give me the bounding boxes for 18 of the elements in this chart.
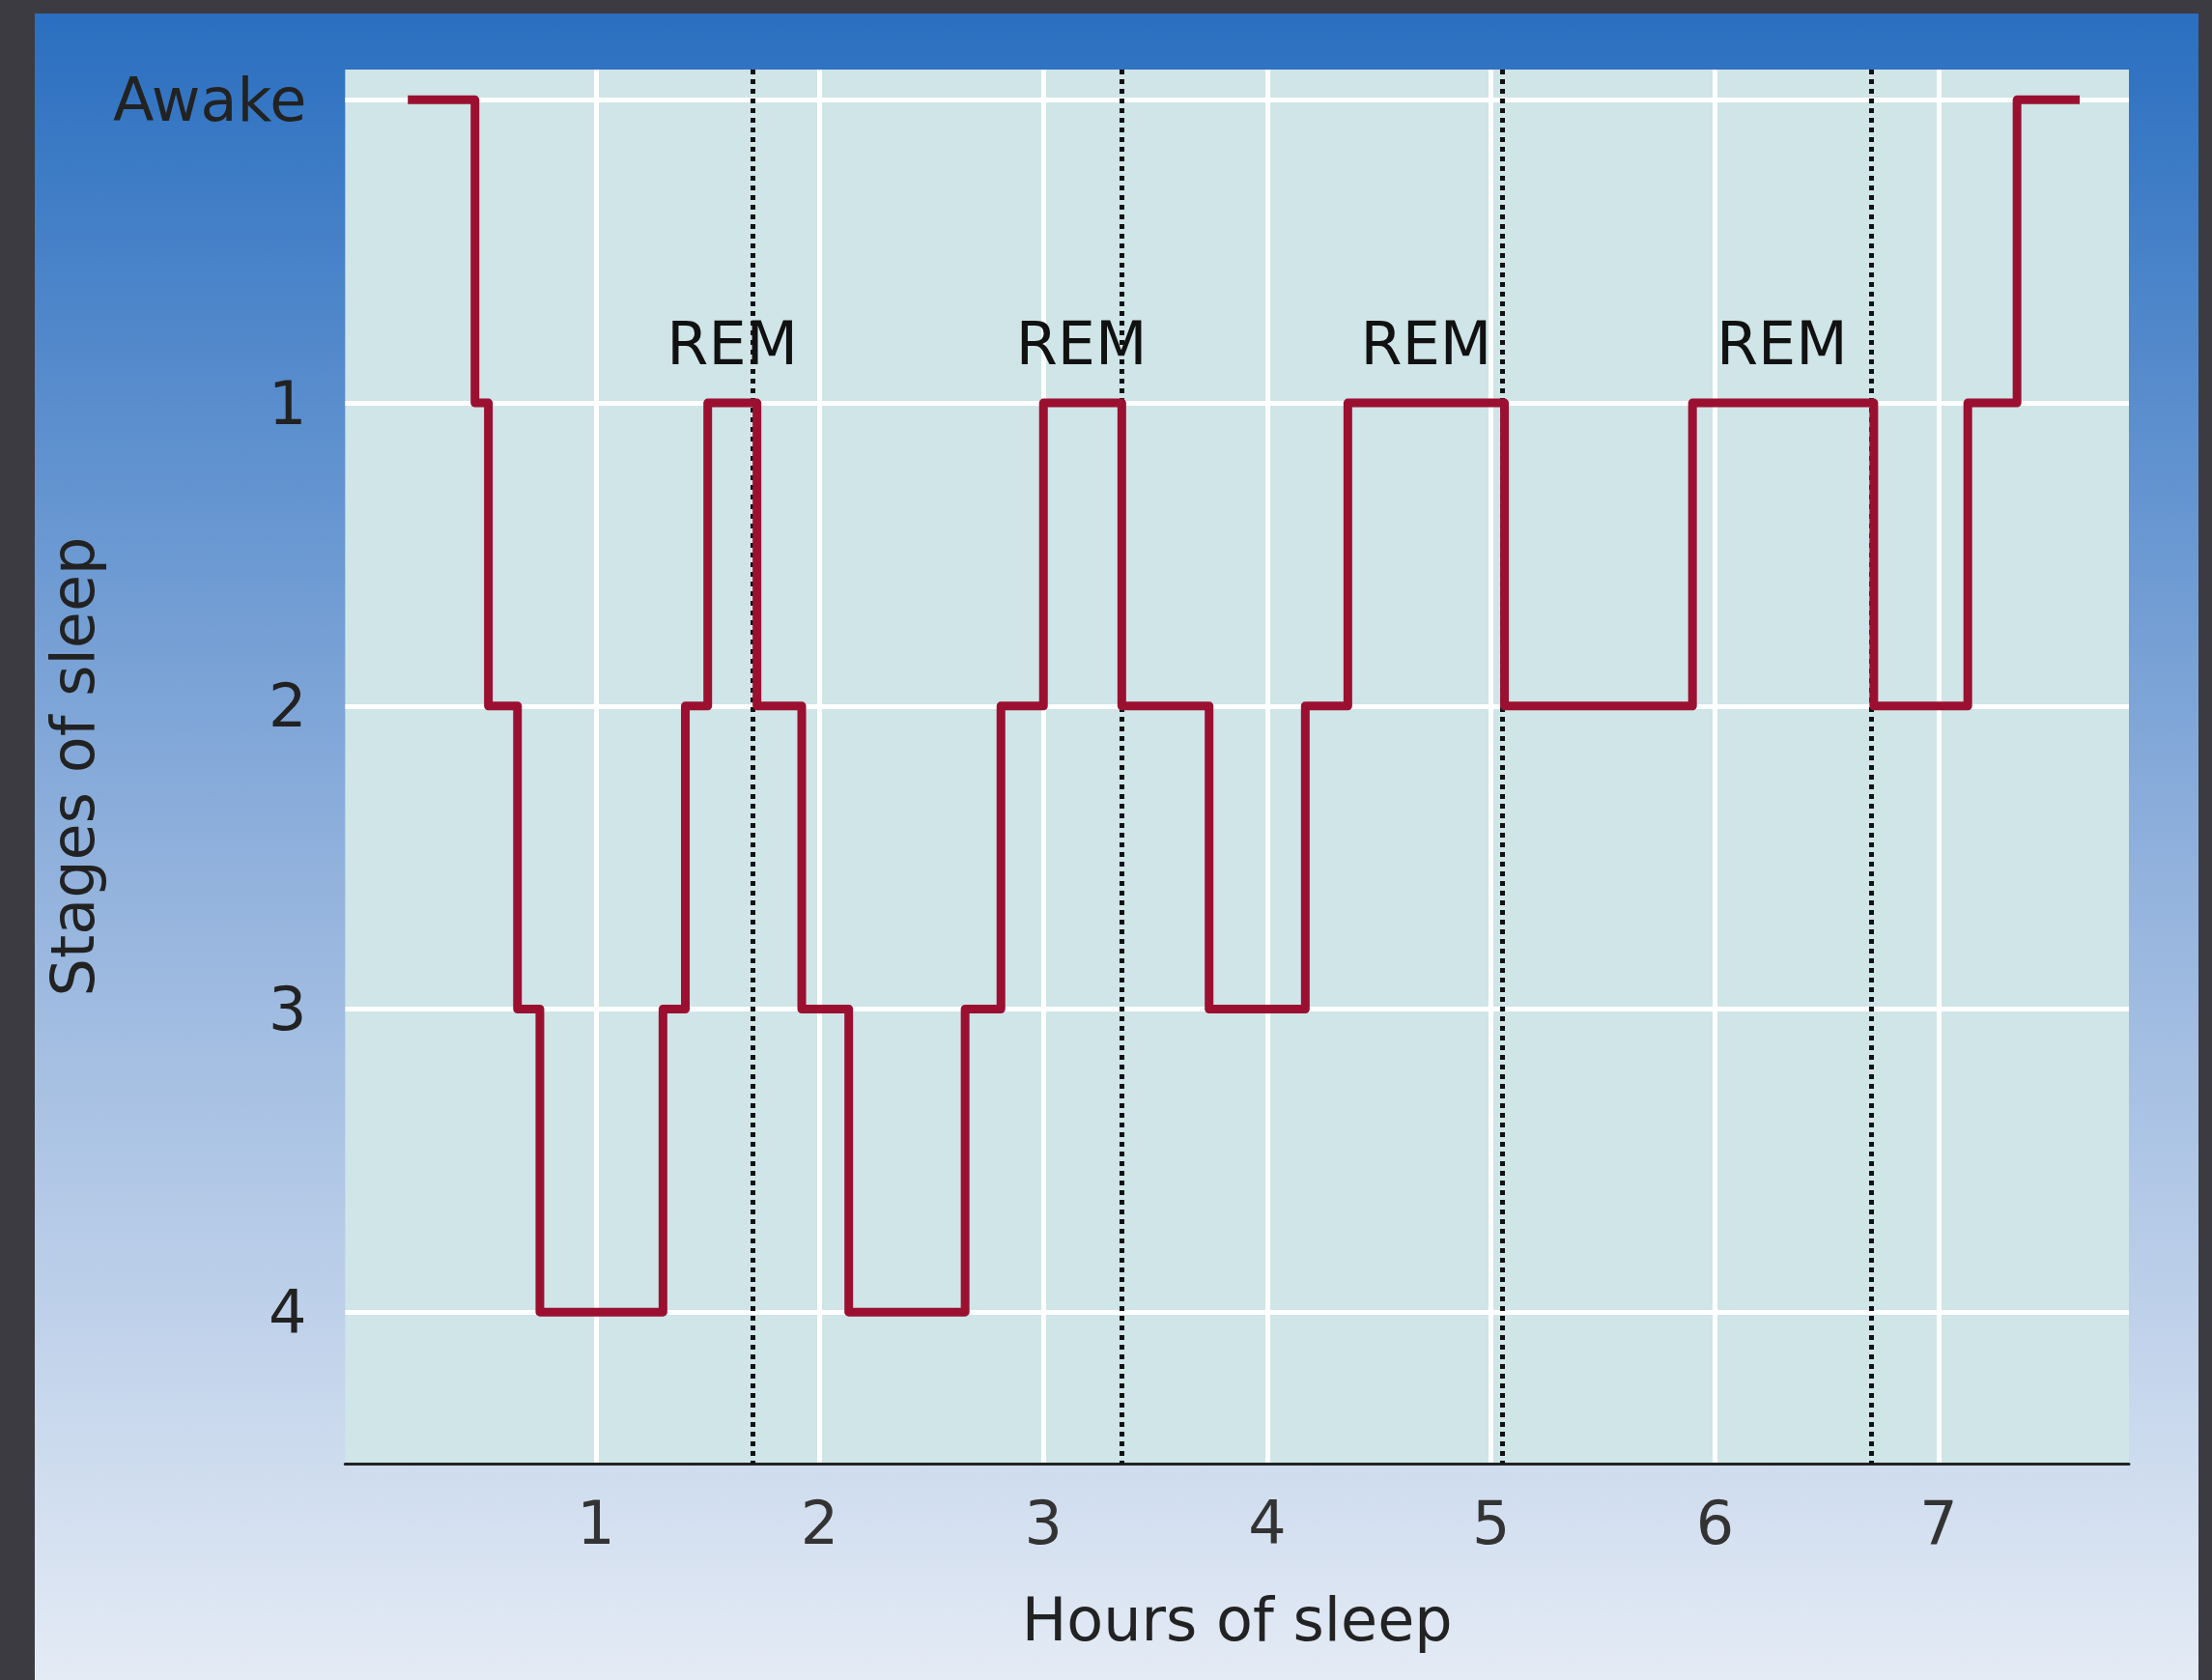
y-tick-label: 1 [268,367,307,439]
y-tick-label: 4 [268,1276,307,1348]
x-tick-label: 2 [800,1487,839,1558]
x-tick-label: 7 [1919,1487,1958,1558]
annotation: REM [666,308,799,380]
x-tick-label: 3 [1024,1487,1063,1558]
x-axis-title: Hours of sleep [1021,1583,1453,1655]
y-tick-label: Awake [112,64,307,135]
annotation: REM [1015,308,1148,380]
annotation: REM [1360,308,1492,380]
x-tick-label: 6 [1695,1487,1735,1558]
y-tick-label: 2 [268,670,307,742]
x-tick-label: 5 [1471,1487,1511,1558]
x-tick-label: 1 [577,1487,615,1558]
annotation: REM [1716,308,1848,380]
x-tick-label: 4 [1248,1487,1287,1558]
y-axis-title: Stages of sleep [37,536,108,997]
y-tick-label: 3 [268,973,307,1044]
